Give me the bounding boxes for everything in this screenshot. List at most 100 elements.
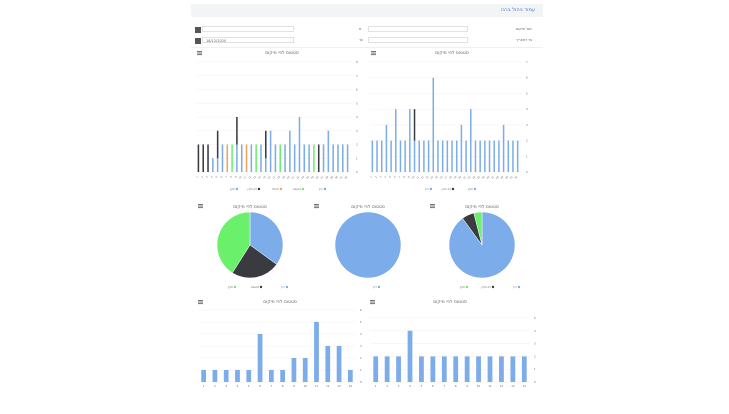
x-tick-label: 4 [237,384,239,388]
menu-line [198,303,203,305]
bar [313,144,315,172]
legend-label: לא תקין [247,187,257,191]
bar [441,140,444,172]
x-tick-label: 26 [315,175,320,180]
chart-menu-icon[interactable] [430,204,435,209]
location-to-input[interactable] [368,26,468,32]
bar [479,140,481,172]
menu-line [370,301,375,303]
x-tick-label: 5 [389,175,393,179]
menu-line [314,204,319,205]
bar [260,144,262,172]
y-tick-label: 3 [526,123,528,127]
chart-menu-icon[interactable] [198,204,203,209]
bar [453,356,459,382]
location-from-input[interactable] [202,26,294,32]
x-tick-label: 2 [386,384,388,388]
x-tick-label: 2 [201,175,205,179]
legend-marker [259,285,263,289]
x-tick-label: 25 [481,175,486,180]
chart-menu-icon[interactable] [198,300,203,305]
bar [376,140,378,172]
x-tick-label: 4 [210,175,214,179]
bar [419,356,424,382]
pie-slice [473,211,483,246]
x-tick-label: 7 [225,175,229,179]
bar [231,144,233,172]
x-tick-label: 4 [384,175,388,179]
x-tick-label: 22 [467,175,472,180]
legend-marker [451,187,455,191]
x-tick-label: 3 [225,384,227,388]
x-tick-label: 15 [262,175,267,180]
x-tick-label: 10 [238,175,243,180]
x-tick-label: 17 [444,175,449,180]
y-tick-label: 6 [526,76,528,80]
bar [289,130,291,159]
x-tick-label: 19 [281,175,286,180]
x-tick-label: 3 [206,175,210,179]
legend-marker [233,285,237,289]
x-tick-label: 13 [425,175,430,180]
bar [488,140,491,172]
x-tick-label: 8 [403,175,407,179]
bar [197,144,200,172]
x-tick-label: 19 [453,175,458,180]
x-tick-label: 6 [393,175,397,179]
x-tick-label: 8 [455,384,457,388]
x-tick-label: 17 [272,175,277,180]
legend-marker [323,187,327,191]
x-tick-label: 14 [430,175,435,180]
legend-label: מושבת [293,187,301,191]
x-tick-label: 26 [486,175,491,180]
bar [317,144,320,172]
y-tick-label: 5 [534,316,536,320]
chart-title: סטטוס לפי מיקום [351,205,385,210]
x-tick-label: 2 [214,384,216,388]
date-to-input[interactable] [368,37,468,43]
y-tick-label: 0 [360,380,362,384]
bar [380,140,383,172]
legend-label: ריק [513,285,518,289]
bar [216,130,219,159]
bar [451,140,453,172]
bar [265,130,267,159]
filter-toggle-icon[interactable] [195,27,201,33]
x-tick-label: 5 [421,384,423,388]
chart-menu-icon[interactable] [197,51,202,56]
x-tick-label: 20 [286,175,291,180]
chart-menu-icon[interactable] [371,51,376,56]
y-tick-label: 2 [526,139,528,143]
calendar-icon[interactable] [195,38,201,44]
bar [291,358,297,382]
chart-menu-icon[interactable] [314,204,319,209]
bar [455,140,458,172]
menu-line [430,204,435,205]
bar [265,158,267,172]
chart-title: סטטוס לפי מיקום [465,205,499,210]
bar [236,117,238,145]
y-tick-label: 1 [526,154,528,158]
menu-line [198,204,203,205]
x-tick-label: 3 [379,175,383,179]
bar [325,346,331,382]
legend-label: ריק [373,285,378,289]
bar [373,356,379,382]
y-tick-label: 8 [356,60,358,64]
y-tick-label: 0 [356,170,358,174]
bar [314,322,319,382]
x-tick-label: 1 [196,175,200,179]
bar [516,140,519,172]
x-tick-label: 1 [370,175,374,179]
chart-menu-icon[interactable] [370,300,375,305]
filter-label-date: עד לתאריך [516,38,533,42]
x-tick-label: 8 [282,384,284,388]
admin-page-link[interactable]: עמוד ניהול ברנז [501,7,535,13]
x-tick-label: 28 [325,175,330,180]
x-tick-label: 6 [432,384,434,388]
bar [399,140,402,172]
x-tick-label: 9 [466,384,468,388]
date-from-input[interactable]: 18/12/2020 [202,37,294,43]
pie-slice [334,211,402,279]
bar [289,158,291,172]
